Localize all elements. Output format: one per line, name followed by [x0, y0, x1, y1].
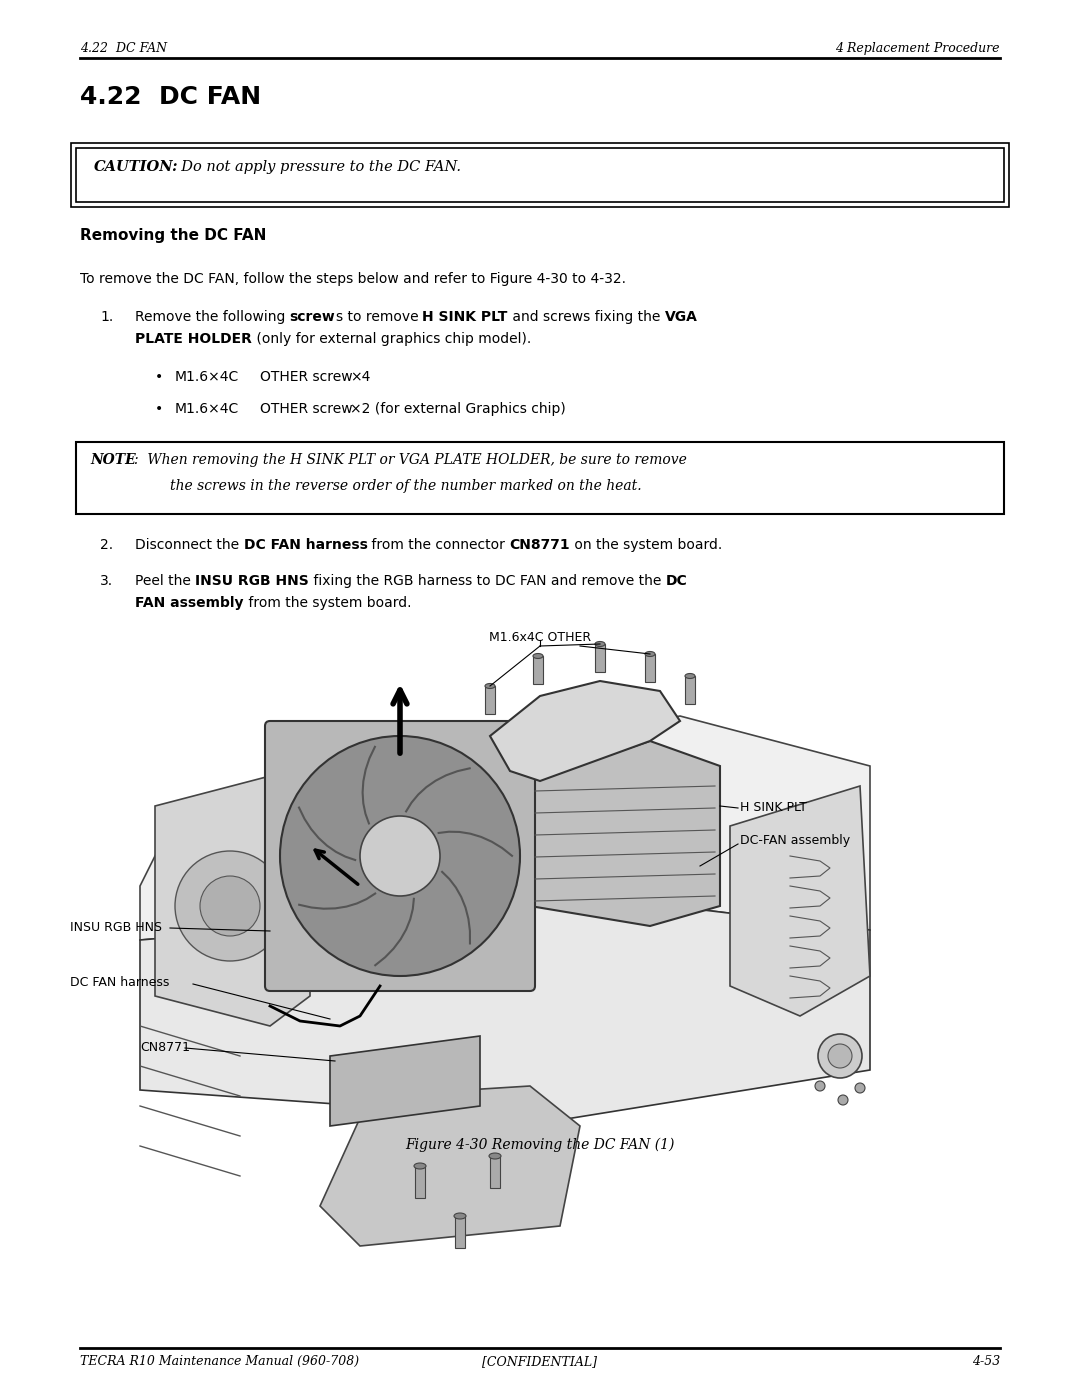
Text: DC FAN harness: DC FAN harness: [243, 538, 367, 552]
Bar: [645, 654, 654, 682]
Ellipse shape: [645, 651, 654, 657]
Text: [CONFIDENTIAL]: [CONFIDENTIAL]: [483, 1355, 597, 1368]
Polygon shape: [730, 787, 870, 1016]
Ellipse shape: [485, 683, 495, 689]
Text: FAN assembly: FAN assembly: [135, 597, 243, 610]
Ellipse shape: [489, 1153, 501, 1160]
Text: Peel the: Peel the: [135, 574, 195, 588]
Circle shape: [818, 1034, 862, 1078]
Polygon shape: [330, 1037, 480, 1126]
Circle shape: [360, 816, 440, 895]
Bar: [76, 441, 1004, 514]
Text: INSU RGB HNS: INSU RGB HNS: [70, 921, 162, 935]
Text: 3.: 3.: [100, 574, 113, 588]
Bar: [485, 686, 495, 714]
Bar: [595, 644, 605, 672]
Text: 4 Replacement Procedure: 4 Replacement Procedure: [836, 42, 1000, 54]
Text: 4-53: 4-53: [972, 1355, 1000, 1368]
Text: Remove the following: Remove the following: [135, 310, 289, 324]
Text: •: •: [156, 402, 163, 416]
Text: INSU RGB HNS: INSU RGB HNS: [195, 574, 309, 588]
Text: OTHER screw: OTHER screw: [260, 402, 353, 416]
Bar: [76, 148, 1004, 203]
Text: TECRA R10 Maintenance Manual (960-708): TECRA R10 Maintenance Manual (960-708): [80, 1355, 360, 1368]
Text: fixing the RGB harness to DC FAN and remove the: fixing the RGB harness to DC FAN and rem…: [309, 574, 665, 588]
Circle shape: [855, 1083, 865, 1092]
Text: Figure 4-30 Removing the DC FAN (1): Figure 4-30 Removing the DC FAN (1): [405, 1139, 675, 1153]
Polygon shape: [156, 775, 310, 1025]
Text: M1.6×4C: M1.6×4C: [175, 402, 240, 416]
Text: NOTE: NOTE: [90, 453, 136, 467]
Text: •: •: [156, 370, 163, 384]
FancyBboxPatch shape: [265, 721, 535, 990]
Circle shape: [828, 1044, 852, 1067]
Text: DC: DC: [665, 574, 688, 588]
Text: 4.22  DC FAN: 4.22 DC FAN: [80, 85, 261, 109]
Text: CAUTION:: CAUTION:: [94, 161, 178, 175]
Polygon shape: [320, 1085, 580, 1246]
Polygon shape: [490, 680, 680, 781]
Text: from the connector: from the connector: [367, 538, 510, 552]
Text: 4.22  DC FAN: 4.22 DC FAN: [80, 42, 167, 54]
Text: ×4: ×4: [350, 370, 370, 384]
Text: and screws fixing the: and screws fixing the: [508, 310, 664, 324]
Text: :  When removing the H SINK PLT or VGA PLATE HOLDER, be sure to remove: : When removing the H SINK PLT or VGA PL…: [134, 453, 687, 467]
Bar: [685, 676, 696, 704]
Ellipse shape: [685, 673, 696, 679]
Text: s to remove: s to remove: [336, 310, 422, 324]
Circle shape: [200, 876, 260, 936]
Text: H SINK PLT: H SINK PLT: [740, 800, 807, 814]
Ellipse shape: [414, 1162, 426, 1169]
Polygon shape: [140, 717, 870, 940]
Circle shape: [815, 1081, 825, 1091]
Text: Removing the DC FAN: Removing the DC FAN: [80, 228, 267, 243]
Polygon shape: [530, 740, 720, 926]
Circle shape: [175, 851, 285, 961]
Text: from the system board.: from the system board.: [243, 597, 411, 610]
Text: DC FAN harness: DC FAN harness: [70, 977, 170, 989]
Text: M1.6×4C: M1.6×4C: [175, 370, 240, 384]
Text: (only for external graphics chip model).: (only for external graphics chip model).: [252, 332, 531, 346]
Ellipse shape: [534, 654, 543, 658]
Text: 1.: 1.: [100, 310, 113, 324]
Text: OTHER screw: OTHER screw: [260, 370, 353, 384]
Bar: [534, 657, 543, 685]
Text: 2.: 2.: [100, 538, 113, 552]
Text: the screws in the reverse order of the number marked on the heat.: the screws in the reverse order of the n…: [170, 479, 642, 493]
Text: M1.6x4C OTHER: M1.6x4C OTHER: [489, 631, 591, 644]
Bar: [415, 1166, 426, 1199]
Bar: [490, 1155, 500, 1187]
Circle shape: [280, 736, 519, 977]
Text: Do not apply pressure to the DC FAN.: Do not apply pressure to the DC FAN.: [172, 161, 461, 175]
Text: PLATE HOLDER: PLATE HOLDER: [135, 332, 252, 346]
Text: ×2 (for external Graphics chip): ×2 (for external Graphics chip): [350, 402, 566, 416]
Bar: [71, 142, 1009, 207]
Text: Disconnect the: Disconnect the: [135, 538, 243, 552]
Text: DC-FAN assembly: DC-FAN assembly: [740, 834, 850, 847]
Ellipse shape: [454, 1213, 465, 1220]
Text: screw: screw: [289, 310, 336, 324]
Text: on the system board.: on the system board.: [570, 538, 723, 552]
Circle shape: [838, 1095, 848, 1105]
Bar: [455, 1215, 465, 1248]
Text: To remove the DC FAN, follow the steps below and refer to Figure 4-30 to 4-32.: To remove the DC FAN, follow the steps b…: [80, 272, 626, 286]
Text: H SINK PLT: H SINK PLT: [422, 310, 508, 324]
Ellipse shape: [595, 641, 605, 647]
Polygon shape: [140, 900, 870, 1120]
Text: VGA: VGA: [664, 310, 698, 324]
Text: CN8771: CN8771: [510, 538, 570, 552]
Text: CN8771: CN8771: [140, 1041, 190, 1053]
